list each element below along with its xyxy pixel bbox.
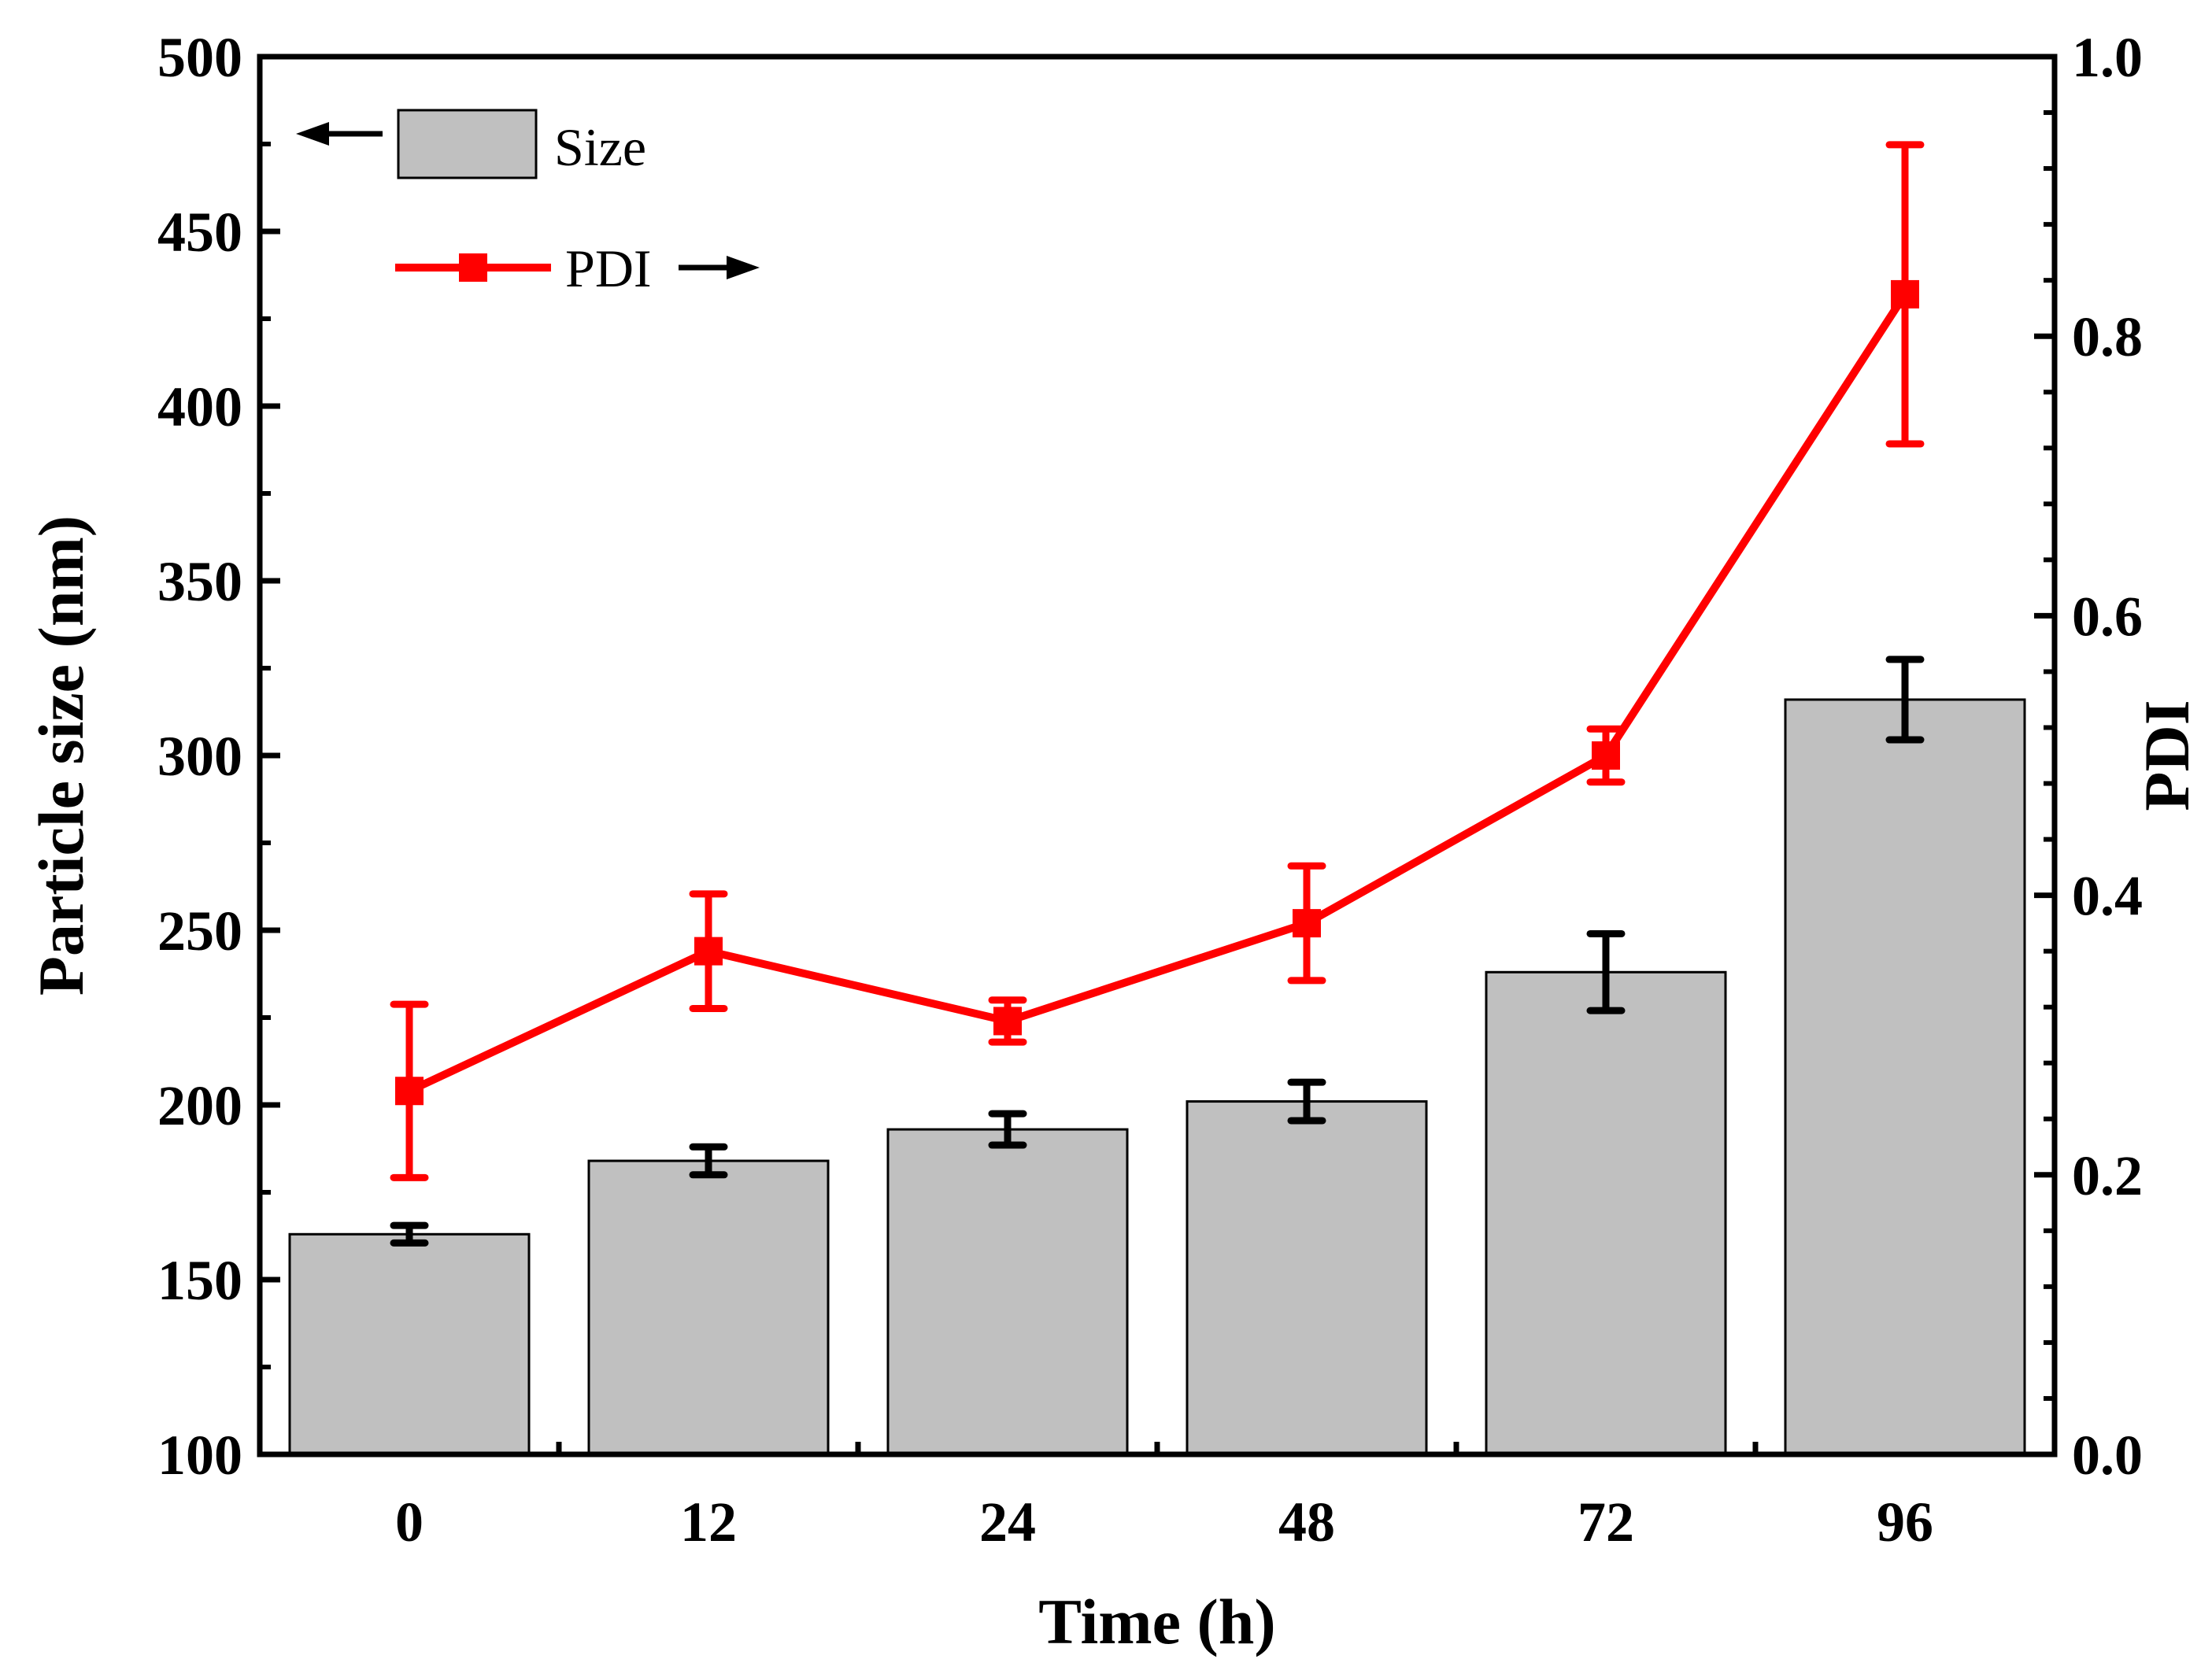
left-arrow-head-icon bbox=[296, 122, 329, 146]
bars-layer bbox=[288, 698, 2026, 1456]
x-tick-label: 24 bbox=[979, 1491, 1036, 1554]
y-tick-label: 250 bbox=[157, 900, 242, 962]
x-tick-label: 72 bbox=[1578, 1491, 1634, 1554]
y2-tick-label: 0.2 bbox=[2072, 1144, 2143, 1207]
x-tick-label: 96 bbox=[1877, 1491, 1933, 1554]
x-tick-label: 48 bbox=[1278, 1491, 1335, 1554]
y-tick-label: 450 bbox=[157, 201, 242, 264]
bar bbox=[886, 1128, 1129, 1456]
bar bbox=[1784, 698, 2026, 1456]
y-tick-label: 100 bbox=[157, 1424, 242, 1487]
legend-pdi-label: PDI bbox=[565, 238, 652, 298]
x-tick-label: 0 bbox=[395, 1491, 424, 1554]
bar bbox=[587, 1159, 830, 1456]
pdi-point bbox=[1891, 279, 1919, 309]
bar bbox=[1186, 1100, 1428, 1456]
pdi-point bbox=[993, 1007, 1022, 1036]
x-tick-label: 12 bbox=[680, 1491, 737, 1554]
y2-tick-label: 1.0 bbox=[2072, 26, 2143, 89]
tick-labels-layer: 100 150 200 250 300 350 400 450 500 0.0 0.2 0.4 0.6 0… bbox=[157, 26, 2143, 1554]
pdi-point bbox=[395, 1077, 424, 1106]
y2-tick-label: 0.6 bbox=[2072, 585, 2143, 648]
x-axis-title: Time (h) bbox=[1038, 1586, 1275, 1657]
right-arrow-head-icon bbox=[727, 256, 760, 279]
y-tick-label: 400 bbox=[157, 375, 242, 438]
y-tick-label: 350 bbox=[157, 550, 242, 613]
y-tick-label: 150 bbox=[157, 1249, 242, 1312]
bar-errors-layer bbox=[390, 656, 1925, 1247]
bar bbox=[1485, 970, 1727, 1456]
y-axis-title: Particle size (nm) bbox=[25, 515, 97, 996]
pdi-point bbox=[1592, 741, 1620, 770]
bar bbox=[288, 1232, 531, 1456]
y2-tick-label: 0.8 bbox=[2072, 305, 2143, 368]
y2-tick-label: 0.4 bbox=[2072, 865, 2143, 928]
pdi-line-layer bbox=[390, 141, 1925, 1181]
y-tick-label: 300 bbox=[157, 725, 242, 788]
legend: Size PDI bbox=[296, 109, 760, 298]
y-tick-label: 200 bbox=[157, 1074, 242, 1137]
pdi-point bbox=[694, 937, 723, 966]
y2-axis-title: PDI bbox=[2131, 700, 2203, 811]
ticks-layer bbox=[260, 54, 2055, 1458]
y-tick-label: 500 bbox=[157, 26, 242, 89]
pdi-point bbox=[1293, 909, 1321, 938]
legend-pdi-marker bbox=[459, 253, 487, 282]
legend-size-label: Size bbox=[554, 117, 646, 177]
legend-size-swatch bbox=[397, 109, 538, 179]
y2-tick-label: 0.0 bbox=[2072, 1424, 2143, 1487]
pdi-line bbox=[407, 292, 1909, 1095]
